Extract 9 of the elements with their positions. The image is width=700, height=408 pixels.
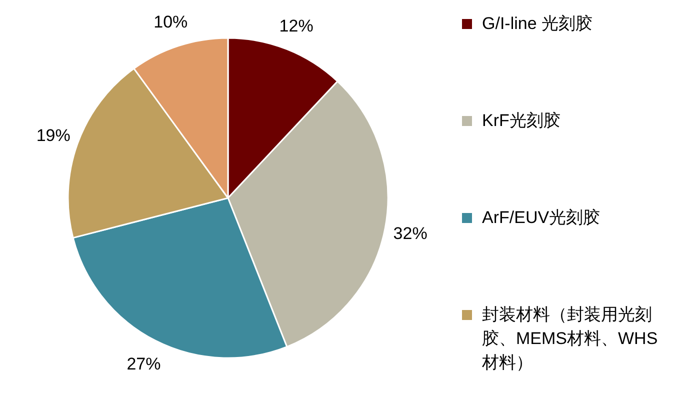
legend-label: 封装材料（封装用光刻胶、MEMS材料、WHS材料） — [481, 304, 659, 374]
data-label: 19% — [36, 126, 70, 146]
legend-label: G/I-line 光刻胶 — [481, 13, 594, 35]
data-label: 32% — [393, 224, 428, 243]
legend-label: KrF光刻胶 — [481, 110, 562, 132]
data-label: 12% — [279, 16, 314, 36]
data-label: 27% — [126, 354, 161, 374]
data-label: 10% — [154, 12, 188, 32]
legend-label: ArF/EUV光刻胶 — [481, 207, 602, 229]
